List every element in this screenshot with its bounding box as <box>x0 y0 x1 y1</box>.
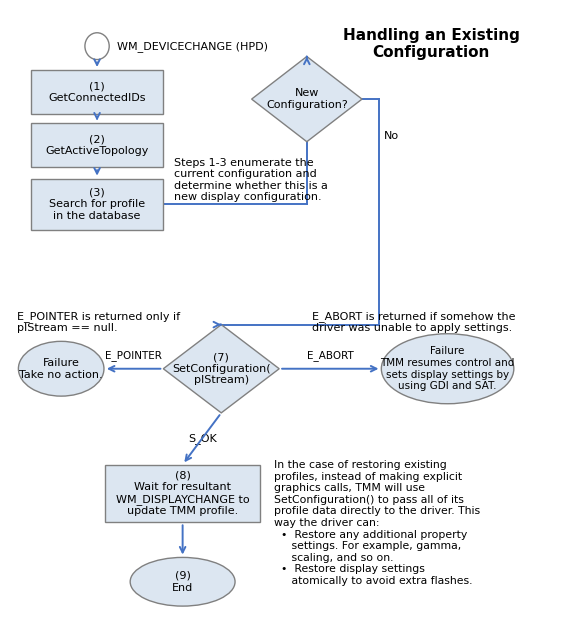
Text: Handling an Existing
Configuration: Handling an Existing Configuration <box>343 28 519 60</box>
Text: Steps 1-3 enumerate the
current configuration and
determine whether this is a
ne: Steps 1-3 enumerate the current configur… <box>174 157 328 202</box>
Text: Failure
TMM resumes control and
sets display settings by
using GDI and SAT.: Failure TMM resumes control and sets dis… <box>381 346 515 391</box>
Ellipse shape <box>18 341 104 396</box>
Text: In the case of restoring existing
profiles, instead of making explicit
graphics : In the case of restoring existing profil… <box>274 460 480 586</box>
Text: (9)
End: (9) End <box>172 571 193 593</box>
Text: New
Configuration?: New Configuration? <box>266 88 348 110</box>
Text: WM_DEVICECHANGE (HPD): WM_DEVICECHANGE (HPD) <box>117 41 269 51</box>
Text: (3)
Search for profile
in the database: (3) Search for profile in the database <box>49 188 145 221</box>
Text: E_POINTER: E_POINTER <box>105 351 162 361</box>
Polygon shape <box>252 56 362 142</box>
Ellipse shape <box>381 333 514 404</box>
FancyBboxPatch shape <box>31 70 163 113</box>
Text: Failure
Take no action.: Failure Take no action. <box>20 358 103 380</box>
Circle shape <box>85 33 109 60</box>
FancyBboxPatch shape <box>105 465 260 522</box>
Ellipse shape <box>130 557 235 606</box>
Text: E_ABORT: E_ABORT <box>307 351 354 361</box>
Text: S_OK: S_OK <box>188 433 217 444</box>
Text: (7)
SetConfiguration(
pIStream): (7) SetConfiguration( pIStream) <box>172 352 271 385</box>
FancyBboxPatch shape <box>31 179 163 230</box>
Text: E_POINTER is returned only if
pIStream == null.: E_POINTER is returned only if pIStream =… <box>17 311 180 333</box>
Text: E_ABORT is returned if somehow the
driver was unable to apply settings.: E_ABORT is returned if somehow the drive… <box>312 311 516 333</box>
Polygon shape <box>163 325 279 413</box>
Text: (1)
GetConnectedIDs: (1) GetConnectedIDs <box>48 81 146 103</box>
Text: (8)
Wait for resultant
WM_DISPLAYCHANGE to
update TMM profile.: (8) Wait for resultant WM_DISPLAYCHANGE … <box>116 470 250 516</box>
Text: No: No <box>384 131 399 141</box>
Text: (2)
GetActiveTopology: (2) GetActiveTopology <box>45 134 149 156</box>
FancyBboxPatch shape <box>31 124 163 167</box>
